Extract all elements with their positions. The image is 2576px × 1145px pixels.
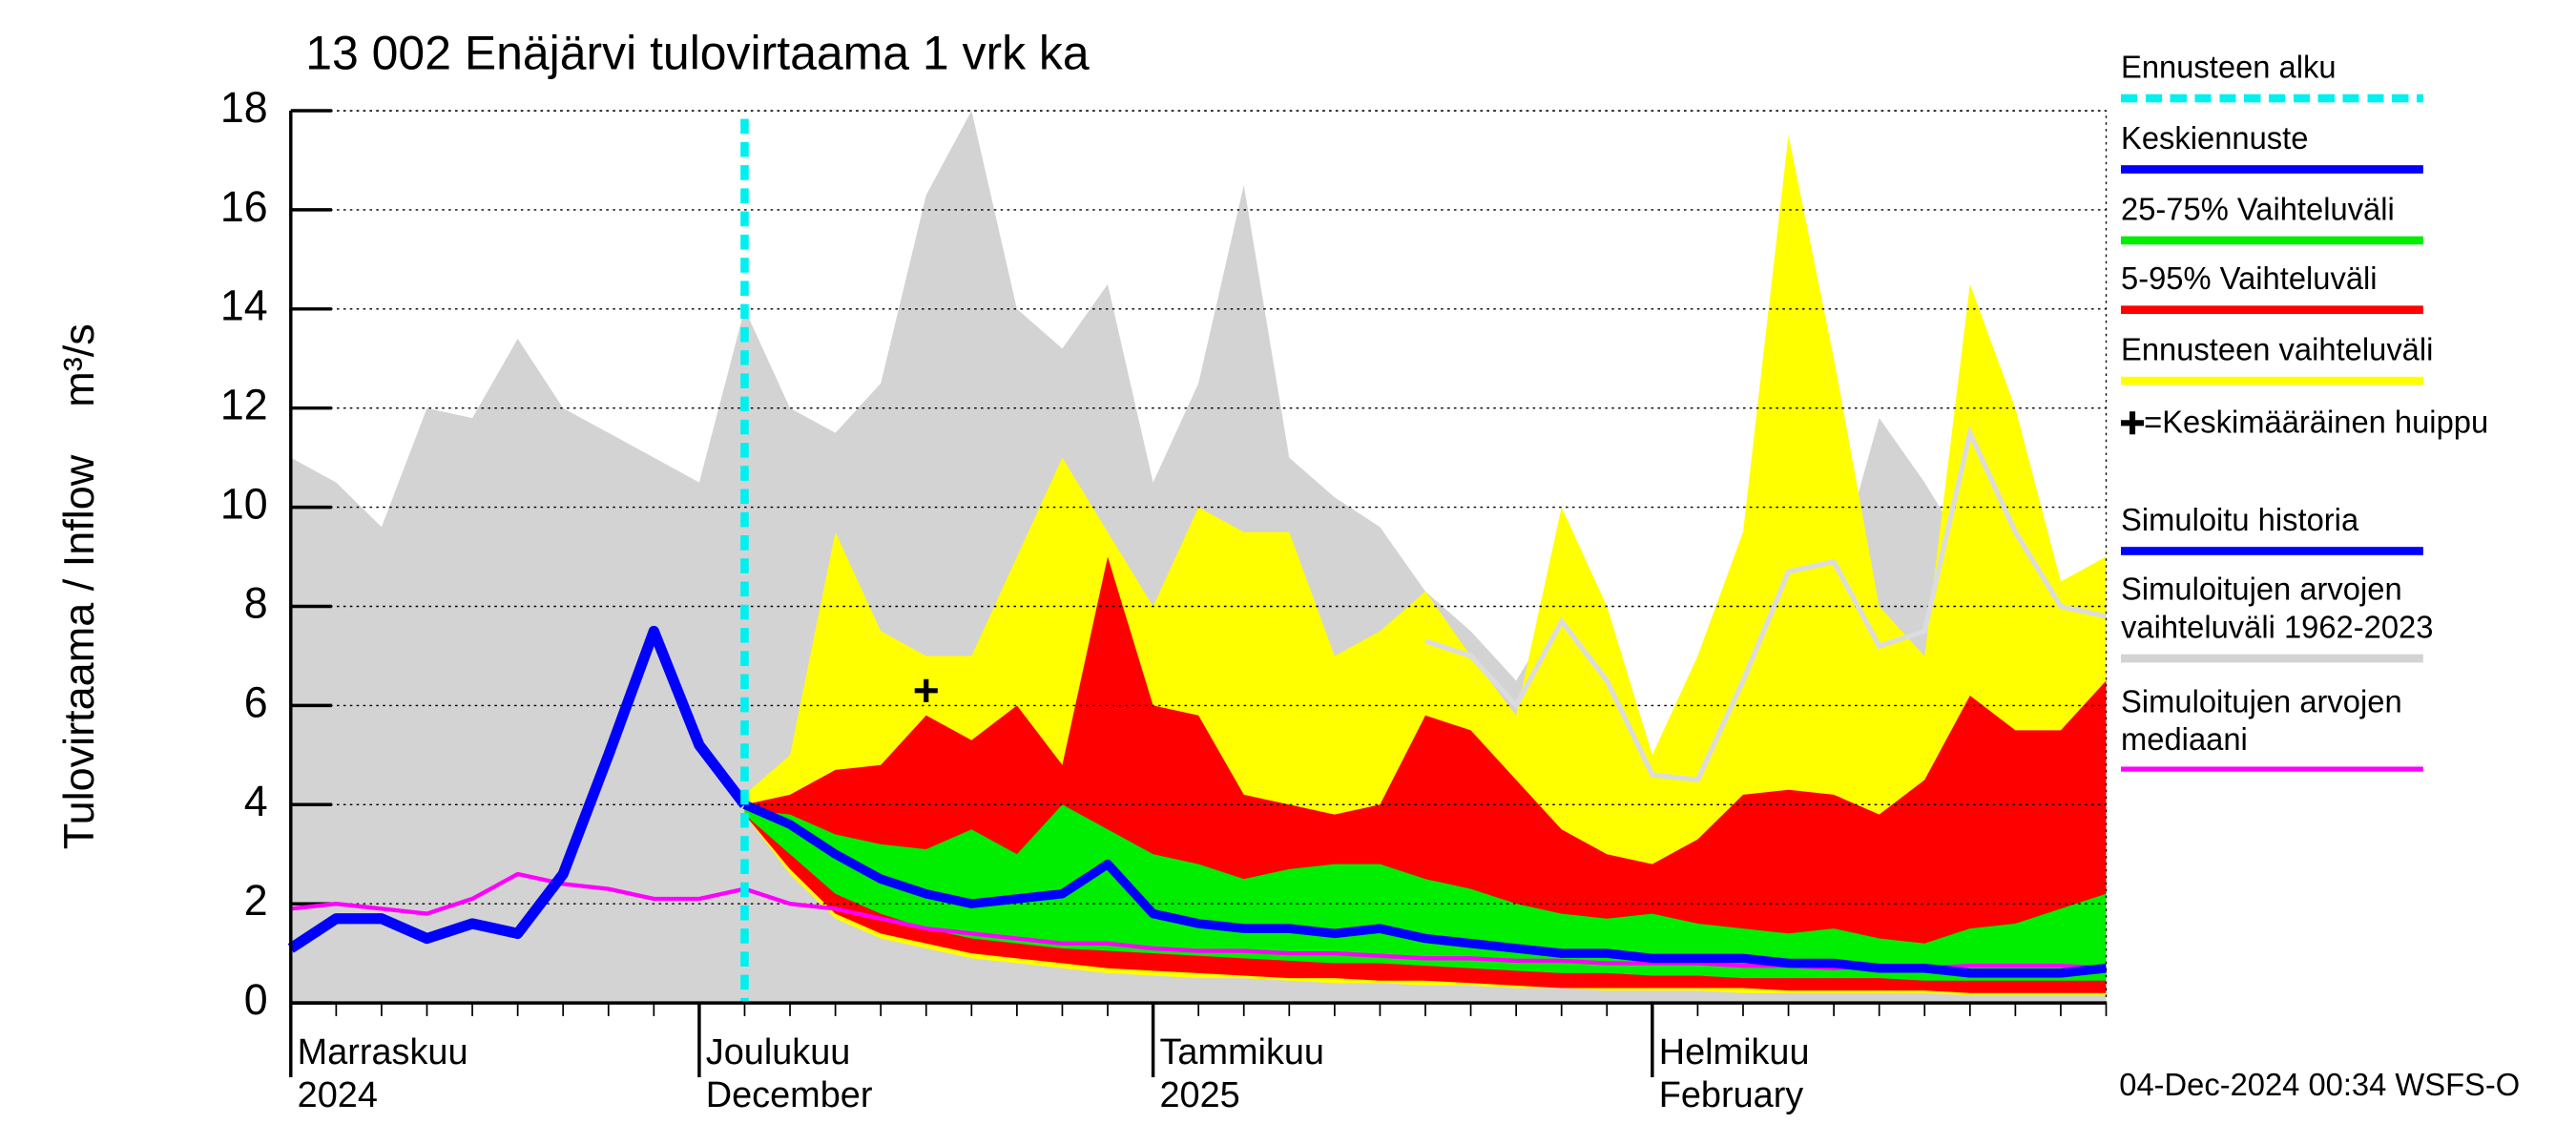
legend-swatch	[2121, 305, 2423, 315]
legend-item: 25-75% Vaihteluväli	[2121, 192, 2499, 245]
legend-marker-entry: =Keskimääräinen huippu	[2121, 405, 2496, 443]
legend-item: Keskiennuste	[2121, 120, 2499, 174]
y-tick-label: 16	[220, 182, 268, 231]
x-tick-label-line2: 2025	[1159, 1075, 1239, 1115]
legend-label: 25-75% Vaihteluväli	[2121, 193, 2395, 228]
legend-item: =Keskimääräinen huippu	[2121, 405, 2499, 443]
peak-marker	[914, 678, 938, 702]
x-tick-label-line2: December	[706, 1075, 873, 1115]
timestamp: 04-Dec-2024 00:34 WSFS-O	[2119, 1067, 2520, 1102]
legend-label: Simuloitu historia	[2121, 504, 2359, 539]
legend-label: 5-95% Vaihteluväli	[2121, 262, 2378, 298]
series-line	[742, 800, 2108, 978]
y-tick-label: 2	[244, 876, 268, 925]
y-tick-label: 10	[220, 479, 268, 528]
x-tick-label-line2: February	[1659, 1075, 1804, 1115]
y-tick-label: 4	[244, 777, 268, 825]
legend-marker-shape	[2121, 411, 2145, 435]
x-tick-label: Helmikuu	[1659, 1032, 1810, 1072]
legend-label: Simuloitujen arvojen vaihteluväli 1962-2…	[2121, 572, 2434, 647]
y-tick-label: 8	[244, 578, 268, 627]
legend-swatch	[2121, 547, 2423, 555]
legend-item: Simuloitu historia	[2121, 502, 2499, 555]
x-tick-label: Marraskuu	[298, 1032, 468, 1072]
y-tick-label: 12	[220, 380, 268, 428]
x-tick-label-line2: 2024	[298, 1075, 378, 1115]
legend-swatch	[2121, 94, 2423, 103]
legend-swatch	[2121, 376, 2423, 385]
legend-swatch	[2121, 236, 2423, 245]
legend-label: Ennusteen alku	[2121, 51, 2337, 87]
legend-label: Simuloitujen arvojen mediaani	[2121, 685, 2402, 759]
y-tick-label: 18	[220, 83, 268, 132]
legend-swatch	[2121, 165, 2423, 174]
legend-item: Simuloitujen arvojen vaihteluväli 1962-2…	[2121, 572, 2499, 663]
legend-label: Keskiennuste	[2121, 122, 2309, 157]
legend-item: 5-95% Vaihteluväli	[2121, 261, 2499, 315]
x-tick-label: Tammikuu	[1159, 1032, 1324, 1072]
legend-item: Simuloitujen arvojen mediaani	[2121, 684, 2499, 772]
legend-marker	[2121, 411, 2145, 435]
legend-label: =Keskimääräinen huippu	[2144, 406, 2489, 442]
x-tick-label: Joulukuu	[706, 1032, 851, 1072]
legend-item: Ennusteen vaihteluväli	[2121, 332, 2499, 385]
y-tick-label: 0	[244, 975, 268, 1024]
legend-label: Ennusteen vaihteluväli	[2121, 333, 2434, 369]
legend-swatch	[2121, 766, 2423, 772]
legend-item: Ennusteen alku	[2121, 50, 2499, 103]
median-line-gray	[1424, 425, 2108, 783]
chart-title: 13 002 Enäjärvi tulovirtaama 1 vrk ka	[305, 27, 1090, 80]
range-band	[744, 804, 2107, 981]
legend-swatch	[2121, 654, 2423, 663]
series-line	[287, 625, 749, 953]
y-tick-label: 6	[244, 677, 268, 726]
y-tick-label: 14	[220, 281, 268, 330]
y-axis-label: Tulovirtaama / Inflow m³/s	[54, 323, 103, 849]
